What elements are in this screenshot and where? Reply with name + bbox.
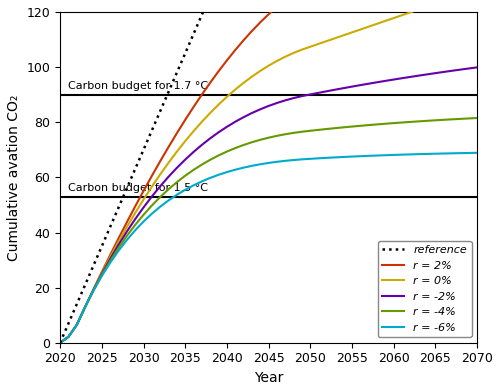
reference — [182, 51, 188, 56]
reference — [57, 340, 63, 345]
r = 0% — [358, 27, 364, 32]
r = -6% — [149, 211, 155, 216]
r = -6% — [190, 183, 196, 188]
r = 0% — [332, 36, 338, 40]
Line: r = -4%: r = -4% — [60, 118, 477, 343]
r = 2% — [149, 174, 155, 178]
r = -6% — [332, 155, 338, 160]
r = -4% — [149, 203, 155, 208]
Line: reference: reference — [60, 0, 477, 343]
r = -4% — [332, 126, 338, 131]
r = -6% — [57, 340, 63, 345]
reference — [149, 128, 155, 133]
r = 2% — [182, 118, 188, 122]
r = -2% — [149, 194, 155, 199]
Line: r = 2%: r = 2% — [60, 0, 477, 343]
r = -2% — [466, 66, 472, 71]
Text: Carbon budget for 1.5 °C: Carbon budget for 1.5 °C — [68, 183, 208, 192]
r = 2% — [57, 340, 63, 345]
r = -2% — [474, 65, 480, 70]
r = -2% — [190, 150, 196, 154]
Legend: reference, r = 2%, r = 0%, r = -2%, r = -4%, r = -6%: reference, r = 2%, r = 0%, r = -2%, r = … — [378, 241, 472, 337]
r = -6% — [474, 151, 480, 155]
r = -4% — [466, 116, 472, 121]
r = -4% — [57, 340, 63, 345]
Text: Carbon budget for 1.7 °C: Carbon budget for 1.7 °C — [68, 80, 208, 91]
X-axis label: Year: Year — [254, 371, 284, 385]
r = 0% — [149, 184, 155, 189]
r = -6% — [182, 187, 188, 192]
Line: r = 0%: r = 0% — [60, 0, 477, 343]
r = -4% — [358, 123, 364, 128]
r = -6% — [358, 154, 364, 158]
r = -4% — [182, 173, 188, 178]
r = -4% — [190, 167, 196, 172]
Y-axis label: Cumulative avation CO₂: Cumulative avation CO₂ — [7, 94, 21, 261]
r = -2% — [358, 83, 364, 87]
Line: r = -2%: r = -2% — [60, 67, 477, 343]
reference — [190, 32, 196, 36]
r = 2% — [190, 105, 196, 109]
r = -2% — [332, 87, 338, 92]
r = -4% — [474, 116, 480, 120]
r = 0% — [190, 129, 196, 134]
r = -2% — [182, 157, 188, 162]
r = -6% — [466, 151, 472, 155]
r = 0% — [182, 139, 188, 143]
r = 0% — [57, 340, 63, 345]
Line: r = -6%: r = -6% — [60, 153, 477, 343]
r = -2% — [57, 340, 63, 345]
